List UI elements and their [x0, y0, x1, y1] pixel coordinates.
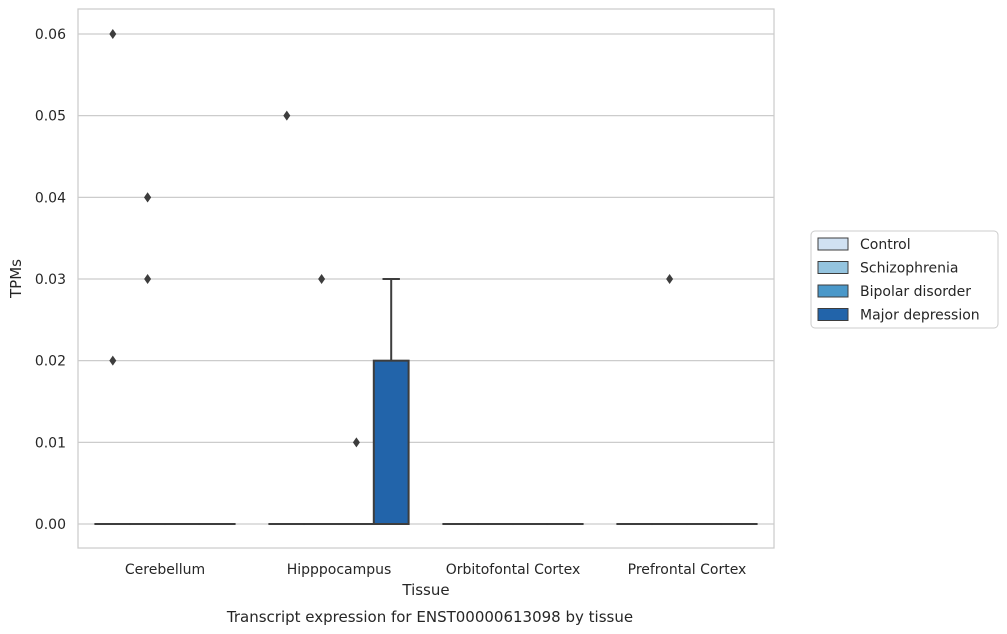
y-axis-ticks: 0.00 0.01 0.02 0.03 0.04 0.05 0.06 [35, 27, 66, 533]
legend-swatch [817, 261, 849, 274]
x-axis-ticks: Cerebellum Hipppocampus Orbitofontal Corte… [125, 562, 746, 578]
boxes [94, 29, 758, 526]
y-axis-label: TPMs [7, 259, 25, 299]
y-tick-label: 0.05 [35, 109, 66, 125]
box-control [94, 29, 132, 526]
legend-swatch [817, 284, 849, 298]
x-axis-label: Tissue [401, 581, 449, 599]
outlier-point [666, 274, 674, 284]
y-tick-label: 0.00 [35, 517, 66, 533]
legend-label: Major depression [860, 308, 980, 324]
outlier-point [144, 192, 152, 203]
y-tick-label: 0.03 [35, 272, 66, 288]
box-body [372, 359, 410, 525]
outlier-point [109, 355, 117, 366]
x-tick-label: Cerebellum [125, 562, 205, 578]
legend-swatch [817, 237, 849, 251]
y-tick-label: 0.06 [35, 27, 66, 43]
legend-swatch [817, 308, 849, 321]
x-tick-label: Orbitofontal Cortex [446, 562, 581, 578]
outlier-point [109, 29, 117, 39]
x-tick-label: Hipppocampus [287, 562, 392, 578]
outlier-point [283, 110, 291, 121]
box-major-depression [372, 278, 410, 525]
y-tick-label: 0.04 [35, 190, 66, 206]
box-schizophrenia [129, 192, 166, 526]
legend: Control Schizophrenia Bipolar disorder Majo… [810, 230, 999, 329]
legend-label: Bipolar disorder [860, 284, 971, 300]
outlier-point [318, 274, 326, 284]
plot-frame [77, 8, 775, 549]
x-tick-label: Prefrontal Cortex [628, 562, 747, 578]
legend-label: Schizophrenia [860, 261, 958, 277]
legend-frame [810, 230, 999, 329]
y-tick-label: 0.01 [35, 435, 66, 451]
y-tick-label: 0.02 [35, 354, 66, 370]
legend-label: Control [860, 237, 911, 253]
chart-caption: Transcript expression for ENST0000061309… [226, 608, 633, 626]
outlier-point [144, 274, 152, 284]
outlier-point [352, 437, 360, 448]
